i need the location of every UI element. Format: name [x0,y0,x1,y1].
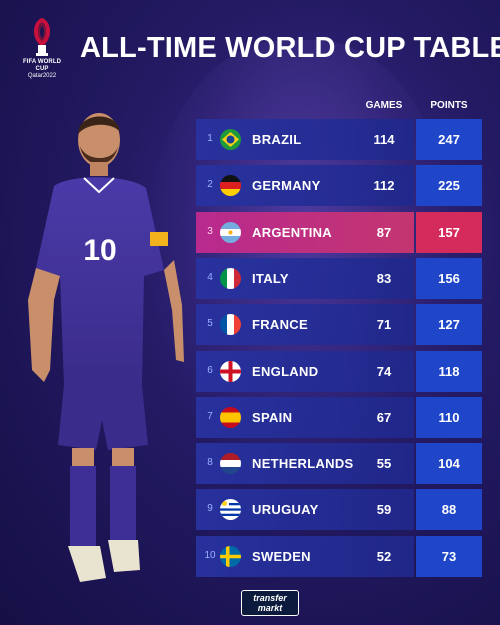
england-flag-icon [220,360,241,382]
germany-flag-icon [220,175,241,197]
points-box [416,211,482,253]
page-title: ALL-TIME WORLD CUP TABLE [80,32,500,64]
shirt-number: 10 [83,234,116,267]
country-name: ENGLAND [252,363,319,379]
games-column-header: GAMES [365,100,403,111]
country-name: URUGUAY [252,502,319,518]
rank-number: 8 [207,457,213,469]
sweden-flag-icon [220,545,241,567]
table-row: 1 BRAZIL 114 247 [196,119,482,160]
games-value: 74 [376,363,392,379]
argentina-flag-icon [220,221,241,243]
table-row: 10 SWEDEN 52 73 [196,535,482,577]
games-value: 112 [373,178,395,194]
points-value: 88 [441,502,457,518]
table-row: 4 ITALY 83 156 [196,257,482,299]
country-name: FRANCE [252,317,308,333]
table-row: 5 FRANCE 71 127 [196,304,482,346]
games-value: 87 [376,224,392,240]
country-name: NETHERLANDS [252,456,354,472]
rank-number: 7 [207,410,213,422]
games-value: 55 [376,456,392,472]
rank-number: 9 [207,503,213,515]
points-box [416,443,482,485]
points-value: 156 [438,270,460,286]
points-box [416,535,482,577]
table-row: 8 NETHERLANDS 55 104 [196,443,482,485]
rank-number: 3 [207,225,213,237]
points-box [416,350,482,392]
games-value: 83 [376,270,392,286]
country-name: ARGENTINA [252,224,332,240]
country-name: GERMANY [252,178,321,194]
rank-number: 1 [207,133,213,144]
country-name: BRAZIL [252,132,302,147]
games-value: 52 [376,548,392,564]
points-value: 157 [438,224,460,240]
table-row: 2 GERMANY 112 225 [196,165,482,207]
brand-line2: markt [257,603,283,613]
fifa-world-cup-trophy-logo-icon [34,18,50,56]
points-value: 73 [441,548,457,564]
games-value: 114 [373,132,395,147]
player-photo: 10 [14,100,204,590]
points-value: 247 [438,132,460,147]
brazil-flag-icon [220,129,241,150]
table-row: 6 ENGLAND 74 118 [196,350,482,392]
points-box [416,304,482,346]
logo-line2: Qatar2022 [27,73,57,79]
points-box [416,257,482,299]
rank-number: 10 [204,549,216,561]
points-value: 104 [438,456,460,472]
country-name: ITALY [252,270,289,286]
games-value: 59 [376,502,392,518]
brand-line1: transfer [253,593,287,603]
points-box [416,489,482,531]
table-row: 3 ARGENTINA 87 157 [196,211,482,253]
points-box [416,165,482,207]
rank-number: 4 [207,271,213,283]
country-name: SWEDEN [252,548,311,564]
points-column-header: POINTS [430,100,468,111]
country-name: SPAIN [252,409,293,425]
points-value: 127 [438,317,460,333]
spain-flag-icon [220,406,241,428]
uruguay-flag-icon [220,499,241,521]
transfermarkt-logo: transfer markt [241,590,299,616]
italy-flag-icon [220,267,241,289]
points-value: 118 [438,363,460,379]
logo-line1: FIFA WORLD CUP [22,59,62,72]
france-flag-icon [220,314,241,336]
rank-number: 6 [207,364,213,376]
table-row: 9 URUGUAY 59 88 [196,489,482,531]
points-value: 225 [438,178,460,194]
rank-number: 2 [207,179,213,191]
games-value: 71 [376,317,392,333]
rank-number: 5 [207,318,213,330]
netherlands-flag-icon [220,453,241,475]
points-value: 110 [438,409,460,425]
table-row: 7 SPAIN 67 110 [196,396,482,438]
points-box [416,119,482,160]
points-box [416,396,482,438]
fifa-world-cup-logo: FIFA WORLD CUP Qatar2022 [18,18,66,79]
games-value: 67 [376,409,392,425]
